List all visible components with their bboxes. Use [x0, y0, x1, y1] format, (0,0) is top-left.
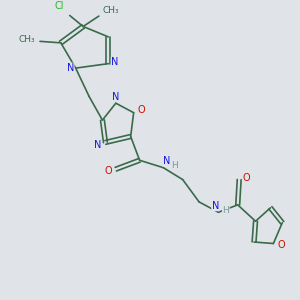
Text: H: H — [222, 206, 229, 215]
Text: N: N — [112, 92, 119, 102]
Text: N: N — [163, 156, 170, 166]
Text: O: O — [137, 105, 145, 115]
Text: O: O — [243, 173, 250, 183]
Text: O: O — [105, 166, 112, 176]
Text: O: O — [278, 240, 286, 250]
Text: CH₃: CH₃ — [102, 6, 119, 15]
Text: N: N — [67, 63, 74, 73]
Text: N: N — [212, 201, 219, 211]
Text: Cl: Cl — [55, 1, 64, 11]
Text: CH₃: CH₃ — [18, 35, 35, 44]
Text: H: H — [171, 161, 178, 170]
Text: N: N — [111, 57, 118, 67]
Text: N: N — [94, 140, 102, 150]
